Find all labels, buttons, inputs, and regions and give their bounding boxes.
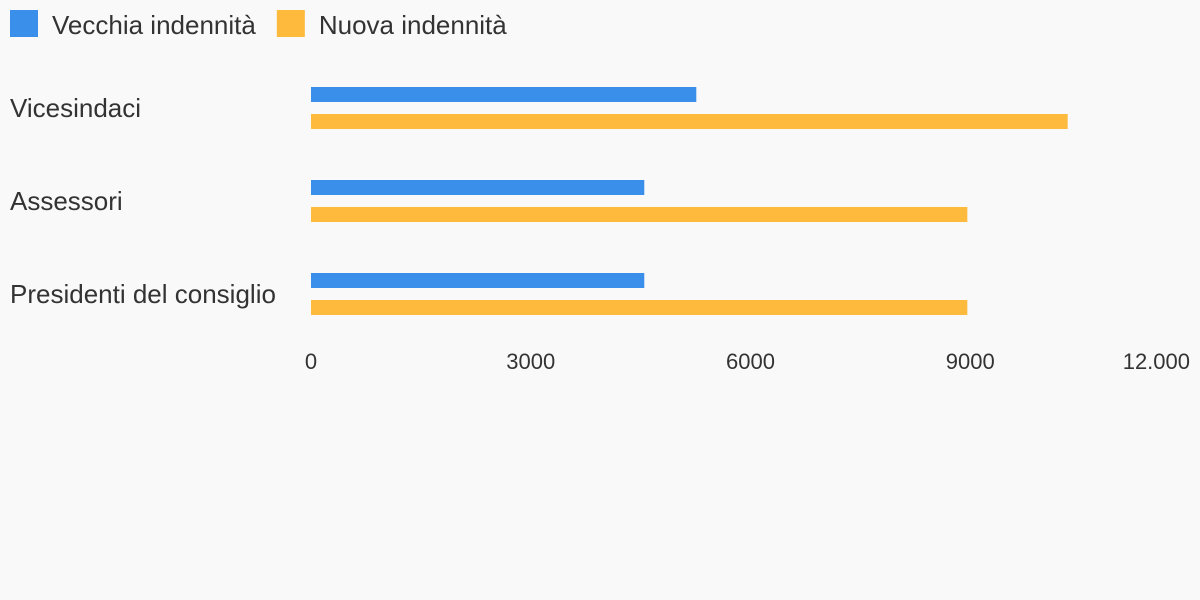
legend-swatch xyxy=(276,10,305,37)
x-tick-label: 0 xyxy=(305,349,317,374)
bar xyxy=(311,207,968,222)
bar xyxy=(311,300,968,315)
legend-label: Nuova indennità xyxy=(319,10,507,40)
bar xyxy=(311,114,1068,129)
legend-label: Vecchia indennità xyxy=(52,10,256,40)
bar xyxy=(311,273,645,288)
x-tick-label: 6000 xyxy=(726,349,775,374)
x-tick-label: 9000 xyxy=(946,349,995,374)
x-tick-label: 3000 xyxy=(506,349,555,374)
category-label: Vicesindaci xyxy=(10,93,141,123)
x-tick-label: 12.000 xyxy=(1123,349,1190,374)
bar xyxy=(311,87,697,102)
bar xyxy=(311,180,645,195)
category-label: Presidenti del consiglio xyxy=(10,279,276,309)
legend-swatch xyxy=(10,10,38,37)
category-label: Assessori xyxy=(10,186,123,216)
